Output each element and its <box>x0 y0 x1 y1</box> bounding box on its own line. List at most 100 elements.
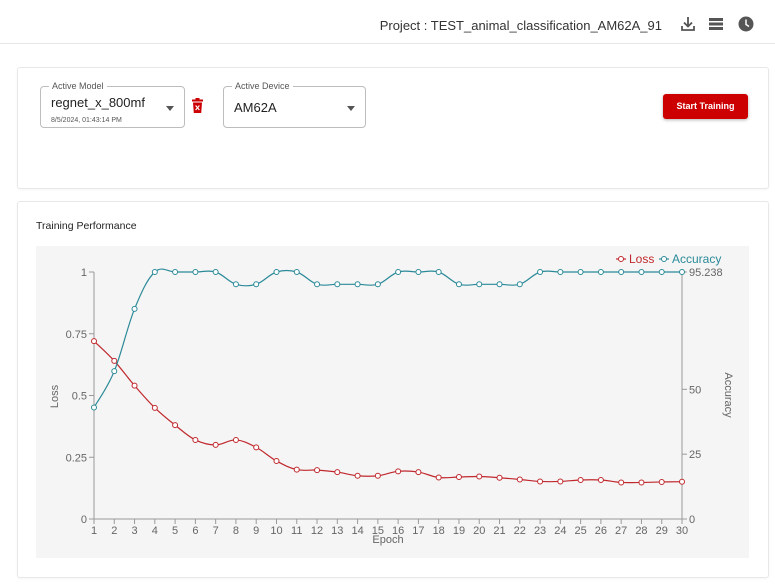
accuracy-data-point <box>395 269 402 275</box>
loss-data-point <box>334 469 341 476</box>
x-tick-label: 21 <box>493 525 505 537</box>
loss-data-point <box>476 473 483 480</box>
x-tick-label: 3 <box>131 525 137 537</box>
list-icon[interactable] <box>707 15 725 33</box>
right-y-tick-label: 0 <box>689 514 695 526</box>
loss-data-point <box>273 457 280 464</box>
x-tick-label: 13 <box>331 525 343 537</box>
loss-data-point <box>516 476 523 483</box>
active-model-legend: Active Model <box>49 80 107 92</box>
loss-data-point <box>131 382 138 389</box>
accuracy-data-point <box>232 281 239 288</box>
accuracy-data-point <box>212 269 219 275</box>
legend-accuracy-label: Accuracy <box>672 252 721 266</box>
loss-data-point <box>314 467 321 474</box>
accuracy-data-point <box>597 269 604 275</box>
left-y-tick-label: 1 <box>81 267 87 279</box>
active-device-legend: Active Device <box>232 80 293 92</box>
project-label: Project : TEST_animal_classification_AM6… <box>379 18 662 33</box>
left-y-tick-label: 0.75 <box>66 329 87 341</box>
accuracy-data-point <box>557 269 564 275</box>
accuracy-series-line <box>93 268 682 408</box>
accuracy-data-point <box>679 269 685 275</box>
x-tick-label: 2 <box>111 525 117 537</box>
x-tick-label: 12 <box>311 525 323 537</box>
accuracy-data-point <box>516 281 523 288</box>
chevron-down-icon <box>166 106 174 111</box>
x-tick-label: 11 <box>291 525 302 537</box>
left-y-tick-label: 0.5 <box>72 391 87 403</box>
accuracy-data-point <box>476 281 483 288</box>
x-tick-label: 4 <box>152 525 158 537</box>
left-y-axis-label: Loss <box>49 384 61 408</box>
loss-data-point <box>253 444 260 451</box>
accuracy-data-point <box>151 269 158 275</box>
chevron-down-icon <box>347 106 355 111</box>
x-tick-label: 7 <box>213 525 219 537</box>
loss-data-point <box>192 436 199 443</box>
accuracy-data-point <box>618 269 625 275</box>
loss-data-point <box>557 478 564 485</box>
x-tick-label: 16 <box>392 525 404 537</box>
accuracy-data-point <box>374 281 381 288</box>
clock-icon[interactable] <box>737 15 755 33</box>
loss-data-point <box>618 479 625 486</box>
accuracy-data-point <box>455 281 462 288</box>
chart-area <box>36 246 749 558</box>
download-icon[interactable] <box>679 15 697 33</box>
x-tick-label: 25 <box>574 525 586 537</box>
loss-data-point <box>415 469 422 476</box>
legend-accuracy-swatch-point <box>661 256 667 262</box>
loss-data-point <box>293 466 300 473</box>
active-model-timestamp: 8/5/2024, 01:43:14 PM <box>51 117 122 124</box>
x-tick-label: 15 <box>372 525 384 537</box>
accuracy-data-point <box>192 269 199 275</box>
active-model-value: regnet_x_800mf <box>51 95 145 110</box>
accuracy-data-point <box>172 269 179 275</box>
loss-data-point <box>172 422 179 429</box>
x-tick-label: 6 <box>192 525 198 537</box>
right-y-axis-label: Accuracy <box>722 372 734 418</box>
x-tick-label: 28 <box>635 525 647 537</box>
loss-data-point <box>496 474 503 481</box>
x-tick-label: 30 <box>676 525 688 537</box>
loss-data-point <box>658 478 665 485</box>
accuracy-data-point <box>111 368 118 375</box>
accuracy-data-point <box>496 281 503 288</box>
loss-data-point <box>111 357 118 364</box>
x-tick-label: 23 <box>534 525 546 537</box>
training-performance-title: Training Performance <box>36 220 137 232</box>
x-tick-label: 29 <box>656 525 668 537</box>
accuracy-data-point <box>354 281 361 288</box>
loss-data-point <box>638 479 645 486</box>
loss-data-point <box>374 472 381 479</box>
x-tick-label: 24 <box>554 525 566 537</box>
accuracy-data-point <box>314 281 321 288</box>
x-tick-label: 18 <box>433 525 445 537</box>
legend-loss-label: Loss <box>629 252 654 266</box>
loss-data-point <box>537 478 544 485</box>
accuracy-data-point <box>131 305 138 312</box>
active-device-value: AM62A <box>234 100 277 115</box>
accuracy-data-point <box>334 281 341 288</box>
left-y-tick-label: 0.25 <box>66 452 87 464</box>
loss-data-point <box>577 476 584 483</box>
loss-series-line <box>93 340 683 484</box>
x-tick-label: 22 <box>514 525 526 537</box>
x-tick-label: 1 <box>91 525 97 537</box>
accuracy-data-point <box>293 269 300 275</box>
active-model-select[interactable]: Active Model regnet_x_800mf 8/5/2024, 01… <box>40 80 185 128</box>
accuracy-data-point <box>435 269 442 275</box>
loss-data-point <box>455 474 462 481</box>
x-tick-label: 8 <box>233 525 239 537</box>
loss-data-point <box>597 476 604 483</box>
loss-data-point <box>354 472 361 479</box>
x-tick-label: 26 <box>595 525 607 537</box>
x-tick-label: 19 <box>453 525 465 537</box>
loss-data-point <box>151 404 158 411</box>
accuracy-data-point <box>91 404 97 411</box>
delete-icon[interactable] <box>191 98 204 114</box>
start-training-button[interactable]: Start Training <box>663 94 748 119</box>
active-device-select[interactable]: Active Device AM62A <box>223 80 366 128</box>
